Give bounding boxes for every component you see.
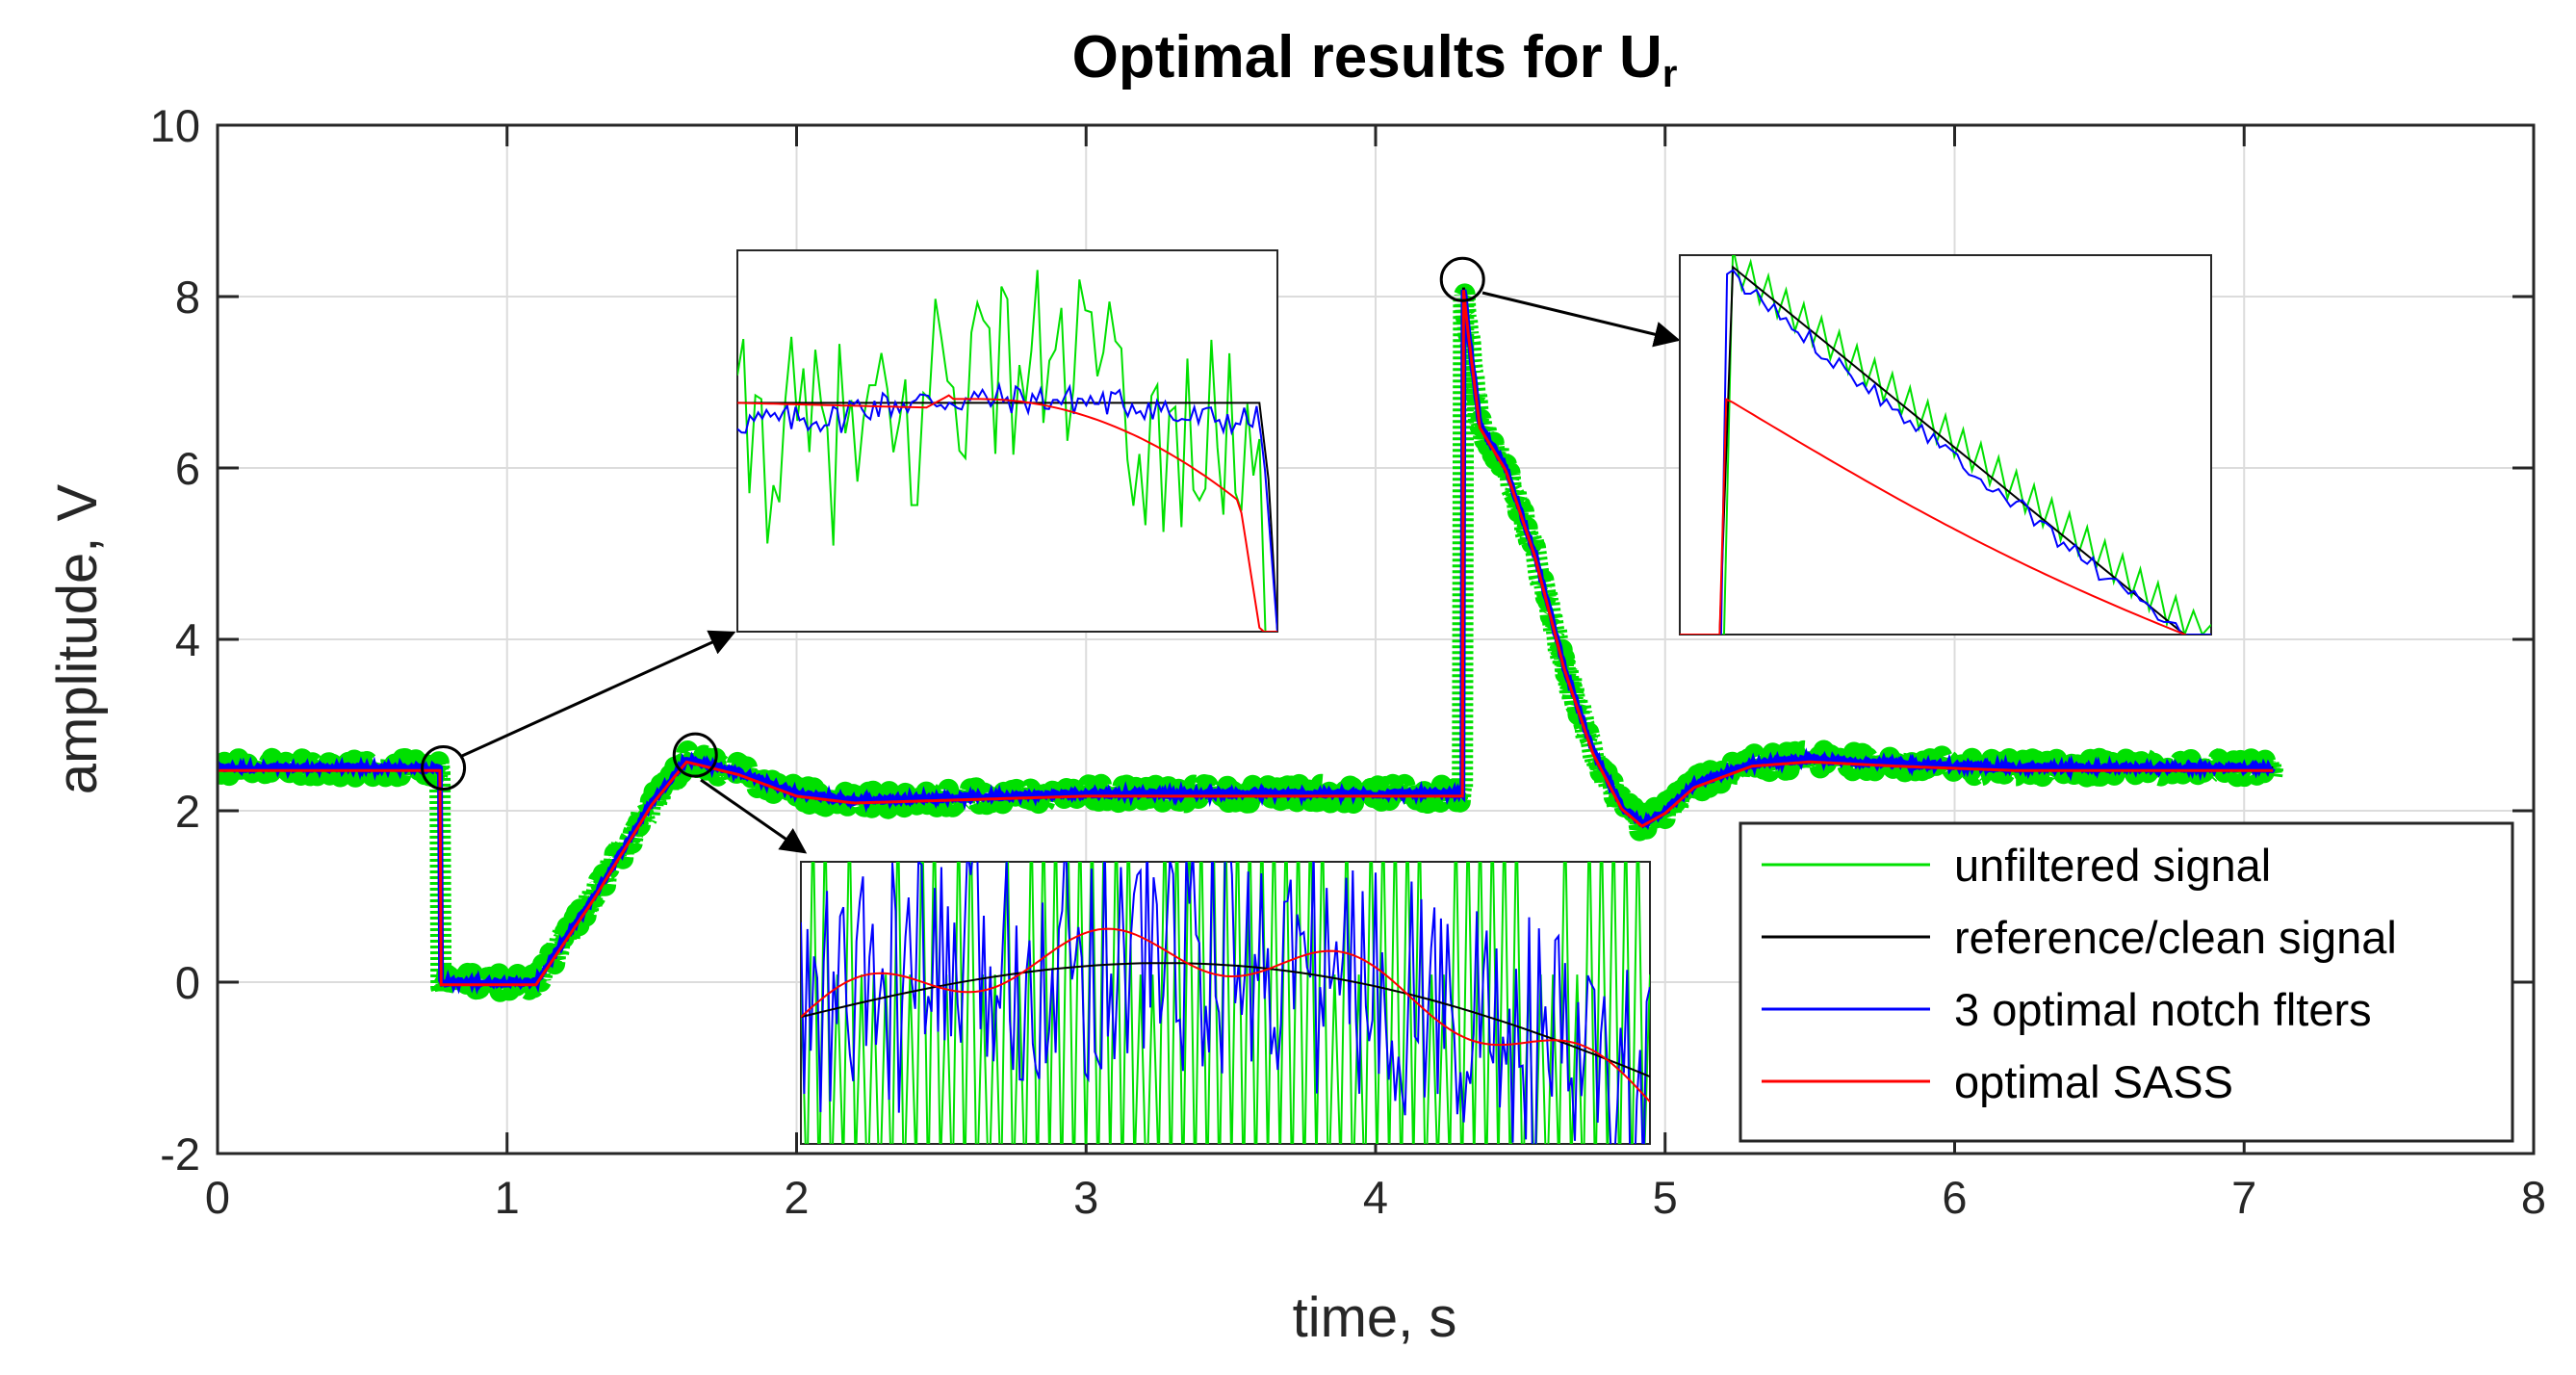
tick-marks [216, 123, 2536, 1155]
zoom-1-arrow [461, 630, 736, 758]
inset-zoom-2 [800, 861, 1651, 1145]
legend-entry: optimal SASS [1762, 1056, 2233, 1107]
x-tick-label: 6 [1942, 1172, 1967, 1223]
inset-1-reference [737, 402, 1277, 632]
y-tick-label: 10 [150, 100, 200, 151]
inset-3-reference [1680, 265, 2186, 635]
y-tick-label: 2 [175, 786, 200, 837]
inset-2-notch [801, 862, 1650, 1144]
x-tick-label: 7 [2231, 1172, 2256, 1223]
legend-box [1739, 821, 2514, 1143]
y-tick-label: 6 [175, 443, 200, 494]
inset-3-notch [1680, 269, 2211, 635]
legend-label: optimal SASS [1954, 1056, 2233, 1107]
inset-zoom-1 [736, 249, 1278, 633]
x-tick-label: 4 [1363, 1172, 1388, 1223]
inset-2-sass [801, 927, 1650, 1103]
zoom-3-circle [1439, 256, 1485, 302]
inset-1-notch [737, 380, 1277, 632]
inset-2-unfiltered [801, 862, 1650, 1144]
legend-label: unfiltered signal [1954, 840, 2271, 891]
zoom-3-arrow [1481, 291, 1681, 348]
inset-1-unfiltered [737, 270, 1277, 632]
chart-title: Optimal results for Ur [1072, 24, 1678, 95]
zoom-1-circle [421, 745, 467, 791]
inset-1-sass [737, 394, 1277, 632]
x-tick-label: 5 [1653, 1172, 1678, 1223]
zoom-callouts [421, 256, 1681, 854]
y-tick-label: -2 [160, 1129, 200, 1180]
series-sass-line [218, 290, 2274, 987]
inset-2-reference [801, 962, 1650, 1078]
x-tick-label: 8 [2521, 1172, 2546, 1223]
zoom-2-circle [672, 732, 718, 778]
inset-3-unfiltered [1680, 255, 2211, 635]
inset-zoom-3 [1679, 254, 2212, 636]
legend-entry: unfiltered signal [1762, 840, 2271, 891]
legend-label: 3 optimal notch flters [1954, 984, 2372, 1035]
legend-entry: reference/clean signal [1762, 912, 2397, 963]
x-tick-label: 1 [495, 1172, 520, 1223]
y-tick-label: 8 [175, 272, 200, 323]
y-tick-label: 0 [175, 957, 200, 1008]
legend-label: reference/clean signal [1954, 912, 2397, 963]
legend-entry: 3 optimal notch flters [1762, 984, 2372, 1035]
inset-3-sass [1680, 398, 2188, 635]
legend: unfiltered signal reference/clean signal 3… [1739, 821, 2514, 1143]
x-axis-label: time, s [1293, 1286, 1457, 1349]
x-tick-label: 2 [784, 1172, 809, 1223]
x-tick-label: 3 [1073, 1172, 1098, 1223]
zoom-2-arrow [700, 778, 808, 854]
y-axis-label: amplitude, V [46, 483, 109, 794]
x-tick-label: 0 [205, 1172, 230, 1223]
y-tick-label: 4 [175, 614, 200, 665]
data-lines [218, 283, 2284, 1002]
